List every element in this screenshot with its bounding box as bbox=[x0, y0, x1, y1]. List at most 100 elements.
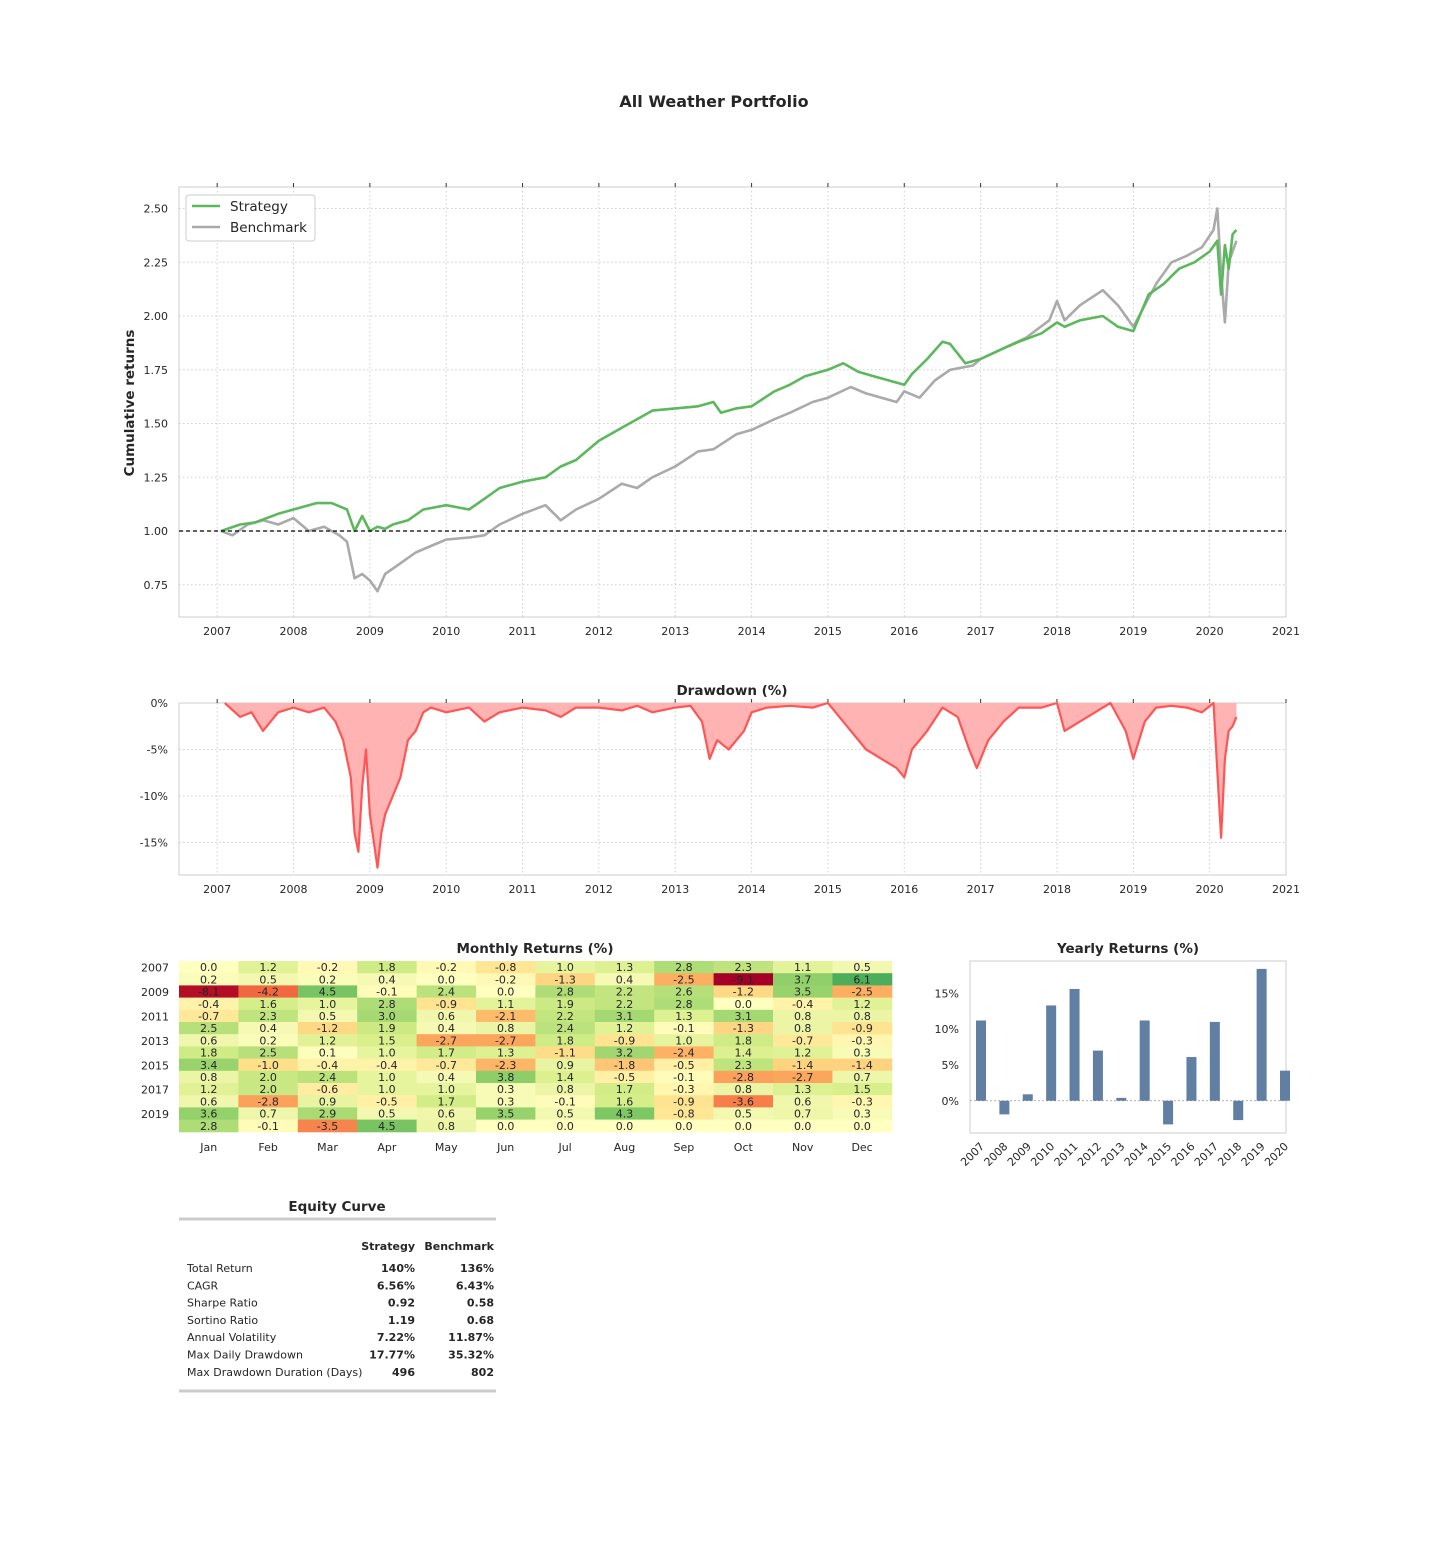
x-tick-label: 2007 bbox=[958, 1140, 987, 1169]
heatmap-cell bbox=[416, 961, 477, 974]
heatmap-cell bbox=[773, 1034, 833, 1047]
heatmap-column-label: Dec bbox=[851, 1141, 872, 1154]
heatmap-cell bbox=[238, 1046, 299, 1060]
x-tick-label: 2012 bbox=[585, 625, 613, 638]
heatmap-cell bbox=[773, 1022, 833, 1035]
heatmap-cell-label: 4.3 bbox=[616, 1108, 634, 1121]
heatmap-cell bbox=[297, 1070, 358, 1084]
stat-strategy-value: 0.92 bbox=[388, 1297, 415, 1310]
x-tick-label: 2015 bbox=[1145, 1140, 1174, 1169]
heatmap-row-label: 2007 bbox=[141, 962, 169, 975]
heatmap-cell-label: 2.8 bbox=[675, 961, 693, 974]
heatmap-cell bbox=[832, 973, 893, 986]
x-tick-label: 2020 bbox=[1196, 625, 1224, 638]
heatmap-cell-label: -0.5 bbox=[614, 1071, 635, 1084]
heatmap-cell-label: 2.3 bbox=[735, 1059, 753, 1072]
heatmap-cell-label: -0.2 bbox=[317, 961, 338, 974]
heatmap-cell-label: -3.5 bbox=[317, 1120, 338, 1133]
heatmap-cell bbox=[416, 1034, 477, 1047]
heatmap-cell bbox=[713, 1046, 774, 1060]
heatmap-cell-label: 3.7 bbox=[794, 973, 812, 986]
heatmap-cell bbox=[832, 1107, 893, 1121]
heatmap-cell bbox=[713, 961, 774, 974]
yearly-bar bbox=[1069, 988, 1080, 1101]
heatmap-cell-label: 0.7 bbox=[259, 1108, 277, 1121]
heatmap-cell-label: 1.0 bbox=[378, 1083, 396, 1096]
heatmap-cell-label: 1.2 bbox=[853, 998, 871, 1011]
heatmap-cell bbox=[476, 1022, 536, 1035]
heatmap-cell bbox=[476, 997, 536, 1011]
heatmap-cell-label: 0.3 bbox=[853, 1047, 871, 1060]
heatmap-cell bbox=[357, 1070, 418, 1084]
drawdown-title: Drawdown (%) bbox=[676, 683, 787, 699]
drawdown-line bbox=[224, 701, 1238, 869]
heatmap-cell-label: 0.5 bbox=[378, 1108, 396, 1121]
heatmap-cell-label: 0.2 bbox=[259, 1034, 277, 1047]
heatmap-cell-label: 0.5 bbox=[735, 1108, 753, 1121]
heatmap-cell-label: 1.0 bbox=[675, 1034, 693, 1047]
x-tick-label: 2019 bbox=[1119, 625, 1147, 638]
heatmap-cell bbox=[535, 1009, 596, 1023]
x-tick-label: 2018 bbox=[1043, 625, 1071, 638]
heatmap-cell-label: 0.6 bbox=[438, 1010, 456, 1023]
stat-label: CAGR bbox=[187, 1279, 219, 1292]
heatmap-cell bbox=[476, 961, 536, 974]
y-tick-label: -10% bbox=[140, 790, 168, 803]
heatmap-cell-label: 1.3 bbox=[794, 1083, 812, 1096]
heatmap-cell bbox=[357, 1083, 418, 1096]
heatmap-cell-label: 2.8 bbox=[675, 998, 693, 1011]
heatmap-cell bbox=[713, 1009, 774, 1023]
heatmap-cell-label: -1.2 bbox=[733, 986, 754, 999]
heatmap-cell bbox=[297, 1022, 358, 1035]
heatmap-cell-label: 1.0 bbox=[438, 1083, 456, 1096]
heatmap-cell bbox=[179, 961, 239, 974]
heatmap-cell-label: -2.8 bbox=[257, 1095, 278, 1108]
heatmap-cell bbox=[476, 1058, 536, 1072]
heatmap-cell-label: 0.4 bbox=[438, 1071, 456, 1084]
heatmap-cell-label: 3.2 bbox=[616, 1047, 634, 1060]
heatmap-cell-label: 2.0 bbox=[259, 1071, 277, 1084]
heatmap-cell-label: 1.8 bbox=[556, 1034, 574, 1047]
stat-benchmark-value: 802 bbox=[471, 1366, 494, 1379]
heatmap-cell bbox=[773, 1083, 833, 1096]
heatmap-cell-label: 2.8 bbox=[378, 998, 396, 1011]
heatmap-cell bbox=[535, 1046, 596, 1060]
cumulative-returns-chart: Cumulative returns 2007 2008 2009 2010 2011 2… bbox=[122, 183, 1300, 638]
heatmap-cell bbox=[773, 1009, 833, 1023]
heatmap-cell bbox=[416, 1119, 477, 1133]
heatmap-cell-label: 0.6 bbox=[438, 1108, 456, 1121]
heatmap-cell-label: 1.0 bbox=[319, 998, 337, 1011]
heatmap-cell bbox=[238, 1022, 299, 1035]
x-tick-label: 2016 bbox=[1169, 1140, 1198, 1169]
heatmap-cell bbox=[476, 1119, 536, 1133]
x-tick-label: 2009 bbox=[356, 883, 384, 896]
heatmap-cell-label: 1.2 bbox=[794, 1047, 812, 1060]
heatmap-cell-label: -2.7 bbox=[792, 1071, 813, 1084]
heatmap-cell bbox=[179, 1083, 239, 1096]
heatmap-cell-label: 2.4 bbox=[319, 1071, 337, 1084]
heatmap-cell bbox=[179, 1119, 239, 1133]
heatmap-cell bbox=[416, 997, 477, 1011]
stat-strategy-value: 17.77% bbox=[369, 1349, 415, 1362]
x-tick-label: 2018 bbox=[1043, 883, 1071, 896]
heatmap-cell bbox=[357, 1009, 418, 1023]
x-tick-label: 2017 bbox=[967, 883, 995, 896]
heatmap-cell-label: 1.6 bbox=[616, 1095, 634, 1108]
heatmap-cell bbox=[416, 1009, 477, 1023]
heatmap-cell-label: 1.8 bbox=[200, 1047, 218, 1060]
heatmap-cell bbox=[535, 985, 596, 999]
monthly-returns-heatmap: Monthly Returns (%) 0.0 1.2 -0.2 1.8 -0.2 -0.… bbox=[141, 941, 893, 1154]
heatmap-cell bbox=[238, 961, 299, 974]
heatmap-cell-label: 0.8 bbox=[853, 1010, 871, 1023]
heatmap-cell-label: 0.4 bbox=[438, 1022, 456, 1035]
heatmap-cell-label: 0.8 bbox=[794, 1010, 812, 1023]
heatmap-cell bbox=[416, 973, 477, 986]
heatmap-cell-label: -0.4 bbox=[198, 998, 219, 1011]
heatmap-cell-label: 0.5 bbox=[556, 1108, 574, 1121]
heatmap-cell bbox=[476, 1046, 536, 1060]
heatmap-cell-label: 0.5 bbox=[853, 961, 871, 974]
heatmap-cell bbox=[357, 997, 418, 1011]
heatmap-column-label: Mar bbox=[317, 1141, 338, 1154]
heatmap-cell bbox=[535, 1095, 596, 1108]
y-tick-label: -5% bbox=[147, 743, 168, 756]
